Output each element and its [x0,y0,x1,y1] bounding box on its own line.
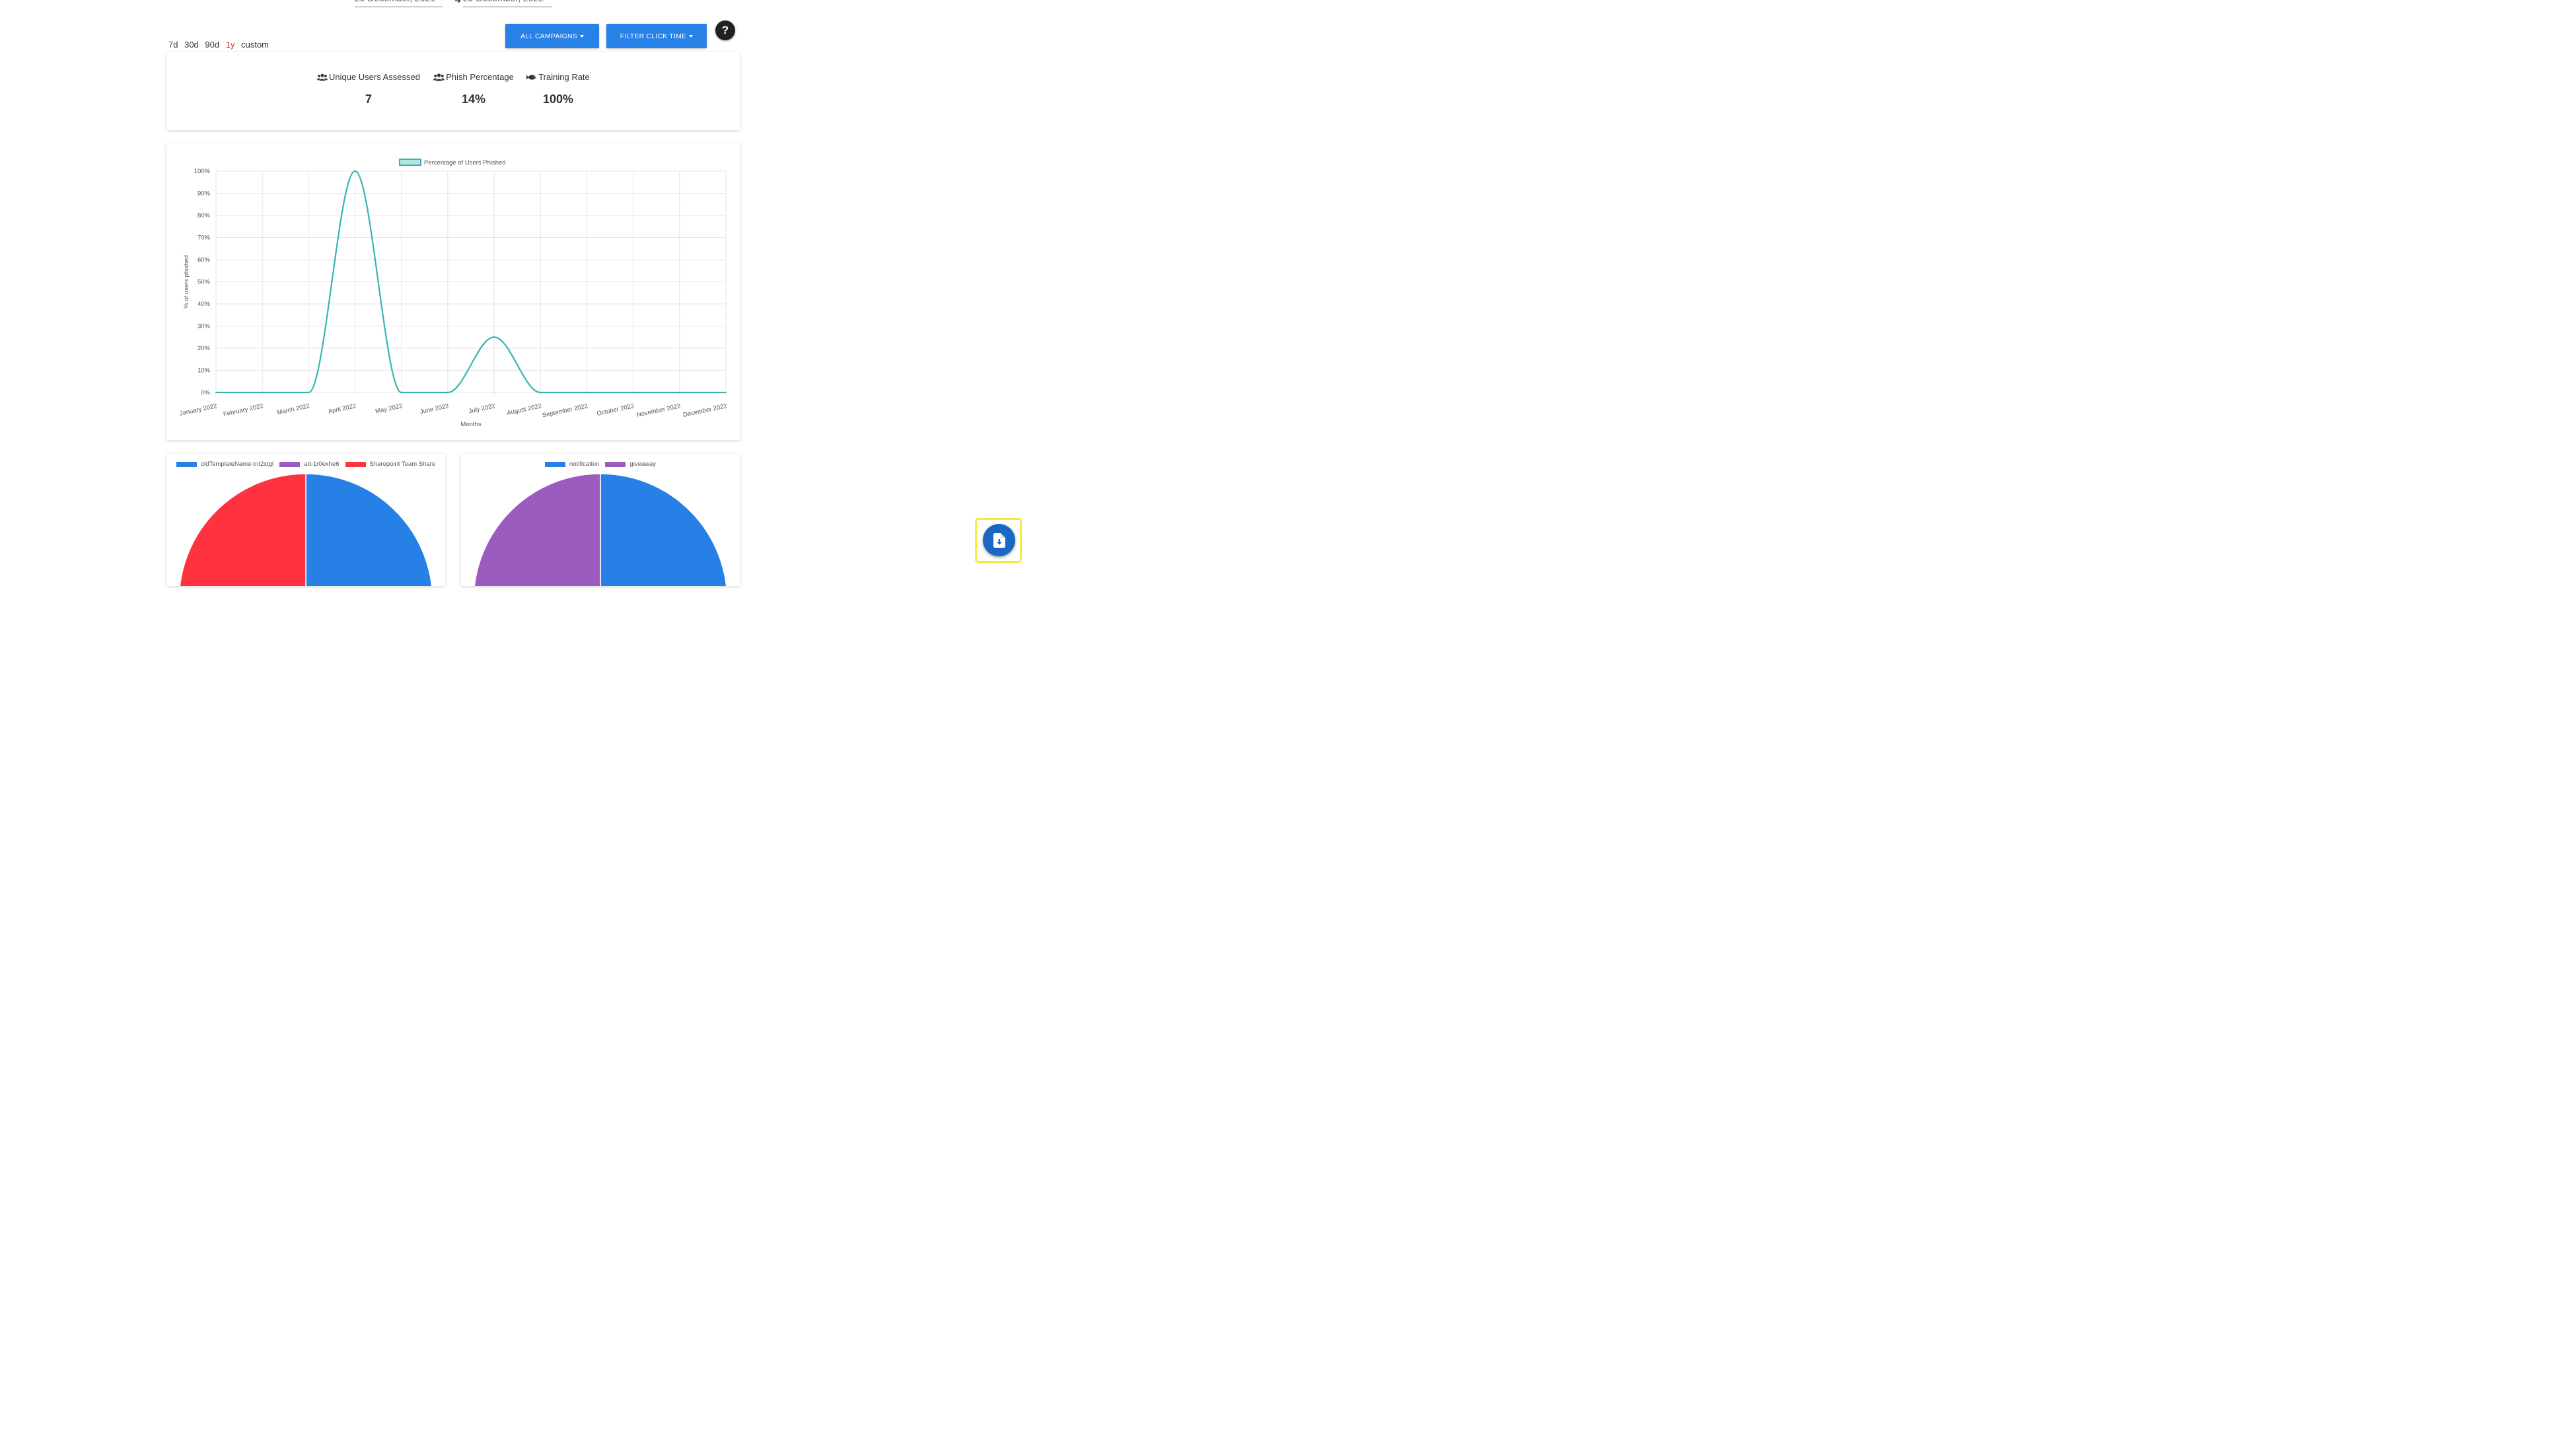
y-tick-label: 60% [197,256,211,264]
data-point [678,392,680,393]
y-axis-title: % of users phished [183,255,190,309]
pie-slice [600,473,727,586]
x-tick-label: October 2022 [596,402,635,418]
users-icon [317,73,328,81]
stats-card: Unique Users Assessed 7 Phish Percentage… [166,52,740,130]
x-tick-label: July 2022 [468,402,496,415]
x-tick-label: December 2022 [682,402,727,419]
y-tick-label: 100% [194,168,211,175]
x-tick-label: April 2022 [328,402,357,416]
y-tick-label: 0% [201,389,210,396]
x-tick-label: August 2022 [506,402,542,417]
x-axis-title: Months [460,421,481,428]
legend-item[interactable]: Sharepoint Team Share [345,461,435,468]
range-7d-link[interactable]: 7d [168,40,178,50]
stat-label: Unique Users Assessed [328,72,420,82]
y-tick-label: 90% [197,190,211,198]
filter-click-time-dropdown[interactable]: FILTER CLICK TIME [606,24,707,48]
y-tick-label: 30% [197,323,211,330]
range-links: 7d 30d 90d 1y custom [168,40,273,50]
start-date-field[interactable]: 29 December, 2021 [355,0,443,7]
y-tick-label: 50% [197,279,211,286]
y-tick-label: 70% [197,235,211,242]
all-campaigns-label: ALL CAMPAIGNS [520,32,578,40]
stat-label: Training Rate [538,72,590,82]
caret-down-icon [580,34,585,38]
line-chart: Percentage of Users Phished 0% 10% 20% 30% 40… [179,159,728,428]
pie-chart-card-categories: notification giveaway [461,454,740,586]
data-point [215,392,217,393]
y-tick-label: 20% [197,345,211,352]
legend-label: Percentage of Users Phished [424,159,506,166]
x-tick-label: September 2022 [542,402,589,419]
pie-chart-categories [474,473,727,586]
arrow-right-icon: ➜ [454,0,462,5]
legend-swatch [399,159,421,166]
series-line [216,170,726,394]
data-point [308,392,310,393]
x-tick-label: May 2022 [375,402,403,415]
help-button[interactable]: ? [715,20,735,40]
x-tick-label: June 2022 [419,402,450,416]
x-tick-label: November 2022 [636,402,681,419]
users-icon [433,73,445,81]
all-campaigns-dropdown[interactable]: ALL CAMPAIGNS [505,24,599,48]
x-tick-label: March 2022 [277,402,310,416]
data-point [540,392,542,393]
data-point [632,392,634,393]
range-1y-link[interactable]: 1y [225,40,235,50]
legend-item[interactable]: oldTemplateName-tnt2xtgl [176,461,273,468]
y-tick-label: 10% [197,367,211,375]
data-point [354,170,356,172]
legend-item[interactable]: ad-1r0exhe6 [279,461,340,468]
legend-item[interactable]: notification [544,461,599,468]
caret-down-icon [689,34,694,38]
pie-slice [179,473,306,586]
x-tick-label: February 2022 [223,402,264,418]
pie-chart-templates [179,473,433,586]
fish-icon [526,74,536,80]
pie-slice [474,473,601,586]
pie-legend: notification giveaway [461,461,740,468]
data-point [725,392,727,393]
pie-slice [305,473,433,586]
stat-value: 100% [542,92,574,106]
file-download-icon [993,533,1005,548]
stat-value: 7 [365,92,372,106]
pie-legend: oldTemplateName-tnt2xtgl ad-1r0exhe6 Sha… [166,461,445,468]
stat-value: 14% [461,92,486,106]
stat-phish-percentage: Phish Percentage 14% [431,72,517,106]
x-tick-label: January 2022 [179,402,218,418]
download-report-button[interactable] [983,524,1015,556]
highlight-box [975,518,1022,563]
range-30d-link[interactable]: 30d [184,40,199,50]
legend-item[interactable]: giveaway [605,461,656,468]
filter-click-time-label: FILTER CLICK TIME [620,32,687,40]
stat-label: Phish Percentage [446,72,514,82]
data-point [262,392,264,393]
y-tick-label: 40% [197,301,211,308]
data-point [447,392,448,393]
range-custom-link[interactable]: custom [241,40,269,50]
end-date-field[interactable]: 29 December, 2022 [463,0,552,7]
data-point [493,336,495,338]
data-point [400,392,402,393]
stat-unique-users: Unique Users Assessed 7 [317,72,420,106]
stat-training-rate: Training Rate 100% [525,72,591,106]
data-point [586,392,588,393]
range-90d-link[interactable]: 90d [205,40,220,50]
pie-chart-card-templates: oldTemplateName-tnt2xtgl ad-1r0exhe6 Sha… [166,454,445,586]
y-tick-label: 80% [197,212,211,219]
line-chart-card: Percentage of Users Phished 0% 10% 20% 30% 40… [166,143,740,440]
